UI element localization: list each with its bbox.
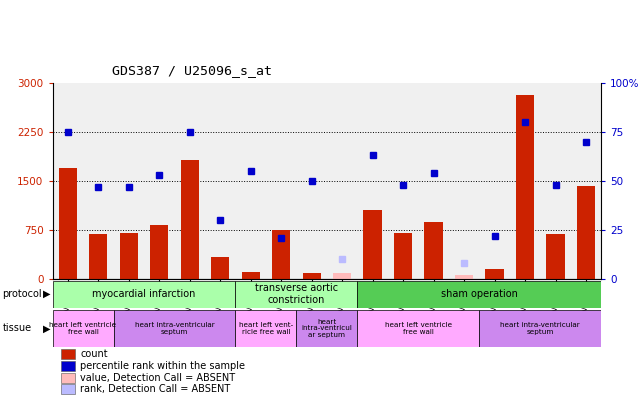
Bar xyxy=(455,275,473,279)
Text: heart intra-ventricular
septum: heart intra-ventricular septum xyxy=(501,322,580,335)
Text: count: count xyxy=(80,349,108,359)
Text: heart
intra-ventricul
ar septum: heart intra-ventricul ar septum xyxy=(301,319,353,338)
Bar xyxy=(61,373,75,383)
Bar xyxy=(53,280,235,308)
Bar xyxy=(181,160,199,279)
Bar xyxy=(120,233,138,279)
Bar xyxy=(61,385,75,394)
Text: myocardial infarction: myocardial infarction xyxy=(92,289,196,299)
Bar xyxy=(394,233,412,279)
Bar xyxy=(272,230,290,279)
Bar xyxy=(333,273,351,279)
Bar xyxy=(546,234,565,279)
Bar xyxy=(479,310,601,346)
Text: value, Detection Call = ABSENT: value, Detection Call = ABSENT xyxy=(80,373,235,383)
Text: rank, Detection Call = ABSENT: rank, Detection Call = ABSENT xyxy=(80,385,230,394)
Bar xyxy=(516,95,534,279)
Bar xyxy=(358,310,479,346)
Bar xyxy=(235,280,358,308)
Bar xyxy=(53,310,113,346)
Text: transverse aortic
constriction: transverse aortic constriction xyxy=(255,284,338,305)
Bar xyxy=(424,222,443,279)
Bar xyxy=(303,273,320,279)
Bar xyxy=(61,349,75,359)
Bar xyxy=(242,272,260,279)
Bar xyxy=(296,310,358,346)
Text: percentile rank within the sample: percentile rank within the sample xyxy=(80,361,245,371)
Text: sham operation: sham operation xyxy=(441,289,518,299)
Text: heart left vent-
ricle free wall: heart left vent- ricle free wall xyxy=(239,322,293,335)
Text: protocol: protocol xyxy=(3,289,42,299)
Text: heart intra-ventricular
septum: heart intra-ventricular septum xyxy=(135,322,214,335)
Bar xyxy=(211,257,229,279)
Bar xyxy=(113,310,235,346)
Bar xyxy=(89,234,108,279)
Text: ▶: ▶ xyxy=(43,289,51,299)
Text: heart left ventricle
free wall: heart left ventricle free wall xyxy=(385,322,452,335)
Text: GDS387 / U25096_s_at: GDS387 / U25096_s_at xyxy=(112,64,272,77)
Bar xyxy=(485,269,504,279)
Bar xyxy=(61,361,75,371)
Text: heart left ventricle
free wall: heart left ventricle free wall xyxy=(49,322,117,335)
Text: ▶: ▶ xyxy=(43,324,51,333)
Bar xyxy=(150,225,169,279)
Text: tissue: tissue xyxy=(3,324,31,333)
Bar xyxy=(235,310,296,346)
Bar xyxy=(577,186,595,279)
Bar xyxy=(59,168,77,279)
Bar xyxy=(363,210,382,279)
Bar xyxy=(358,280,601,308)
